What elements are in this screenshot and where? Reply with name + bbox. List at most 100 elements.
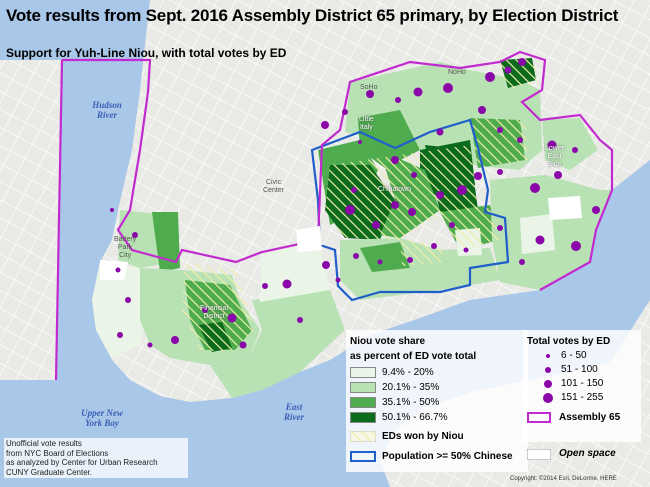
vote-dot [497, 127, 503, 133]
vote-dot [449, 222, 455, 228]
vote-dot [321, 121, 329, 129]
hatch-area [182, 262, 255, 352]
hatch-area [470, 118, 528, 168]
legend-bin-2: 20.1% - 35% [382, 382, 440, 393]
legend-total-votes: Total votes by ED 6 - 50 51 - 100 101 - … [523, 330, 641, 442]
legend-swatch-bin-4 [350, 412, 376, 423]
civic-center-text: Civic Center [263, 179, 285, 194]
vote-dot [262, 283, 268, 289]
vote-dot [431, 243, 437, 249]
vote-dot [572, 147, 578, 153]
vote-dot [457, 185, 467, 195]
vote-dot [358, 140, 362, 144]
vote-dot [391, 201, 399, 209]
legend-votes-bin-4: 151 - 255 [561, 392, 604, 403]
legend-bin-3: 35.1% - 50% [382, 397, 440, 408]
source-note-text: Unofficial vote results from NYC Board o… [6, 439, 158, 477]
vote-dot [571, 241, 581, 251]
legend-bin-1: 9.4% - 20% [382, 367, 434, 378]
vote-dots [110, 58, 600, 349]
legend-share-heading-1: Niou vote share [350, 336, 426, 347]
vote-dot [411, 172, 417, 178]
place-label-noho: NoHo [448, 69, 466, 76]
ed-area [260, 240, 330, 302]
place-label-lower-east-side: Lower East Side [545, 145, 564, 169]
place-label-little-italy: Little Italy [359, 116, 374, 132]
chinese-population-outline [310, 118, 510, 302]
vote-dot [239, 341, 247, 349]
vote-dot [110, 208, 114, 212]
legend-dot-1 [546, 354, 550, 358]
vote-dot [202, 307, 208, 313]
assembly-65-outline [54, 50, 614, 381]
ed-area [210, 290, 345, 398]
vote-dot [413, 87, 423, 97]
vote-dot [342, 109, 348, 115]
vote-dot [463, 247, 469, 253]
vote-dot [115, 267, 121, 273]
ed-area [92, 262, 150, 358]
vote-dot [592, 206, 600, 214]
legend-swatch-bin-1 [350, 367, 376, 378]
vote-dot [519, 259, 525, 265]
legend-votes-bin-3: 101 - 150 [561, 378, 604, 389]
hatch-area [500, 58, 538, 90]
copyright-note: Copyright: ©2014 Esri, DeLorme, HERE [510, 476, 617, 482]
legend-dot-3 [544, 380, 552, 388]
legend-votes-bin-2: 51 - 100 [561, 364, 598, 375]
vote-dot [351, 187, 357, 193]
vote-dot [227, 313, 237, 323]
ed-area [358, 110, 420, 168]
vote-dot [395, 97, 401, 103]
vote-dot [443, 83, 453, 93]
vote-dot [353, 253, 359, 259]
upper-bay-label: Upper New York Bay [81, 408, 123, 428]
place-label-civic-center: Civic Center [263, 179, 284, 195]
map-title: Vote results from Sept. 2016 Assembly Di… [6, 6, 619, 25]
hatch-area [325, 145, 478, 240]
vote-dot [147, 342, 153, 348]
vote-dot [517, 137, 523, 143]
place-label-financial-district: Financial District [200, 305, 228, 321]
legend-hatch-swatch [350, 431, 376, 442]
legend-swatch-bin-2 [350, 382, 376, 393]
legend-chinese-label: Population >= 50% Chinese [382, 451, 513, 462]
legend-dot-4 [543, 393, 553, 403]
vote-dot [535, 235, 545, 245]
legend-assembly-label: Assembly 65 [559, 412, 621, 423]
open-space [548, 196, 582, 220]
vote-dot [297, 317, 303, 323]
vote-dot [436, 128, 444, 136]
legend-won-label: EDs won by Niou [382, 431, 464, 442]
ed-area [360, 242, 410, 272]
open-space-swatch [527, 449, 551, 460]
vote-dot [377, 259, 383, 265]
place-label-battery-park-city: Battery Park City [114, 236, 136, 260]
legend-open-space-row: Open space [527, 447, 637, 463]
vote-dot [132, 232, 138, 238]
open-space [296, 226, 322, 252]
vote-dot [497, 169, 503, 175]
vote-dot [117, 332, 123, 338]
hudson-river-label: Hudson River [92, 100, 122, 120]
source-note: Unofficial vote results from NYC Board o… [4, 438, 188, 478]
place-label-soho: SoHo [360, 84, 378, 91]
vote-dot [547, 140, 557, 150]
legend-vote-share: Niou vote share as percent of ED vote to… [346, 330, 528, 472]
legend-bin-4: 50.1% - 66.7% [382, 412, 448, 423]
ed-area [542, 118, 598, 170]
legend-open-space-label: Open space [559, 448, 616, 459]
water-label-east-river: East River [276, 402, 312, 422]
legend-dot-2 [545, 367, 551, 373]
ed-area [520, 214, 555, 254]
vote-dot [518, 58, 526, 66]
vote-dot [436, 191, 444, 199]
map-subtitle: Support for Yuh-Line Niou, with total vo… [6, 46, 287, 60]
legend-share-heading-2: as percent of ED vote total [350, 351, 477, 362]
vote-dot [407, 257, 413, 263]
vote-dot [171, 336, 179, 344]
vote-dot [125, 297, 131, 303]
lower-east-side-text: Lower East Side [545, 145, 565, 168]
